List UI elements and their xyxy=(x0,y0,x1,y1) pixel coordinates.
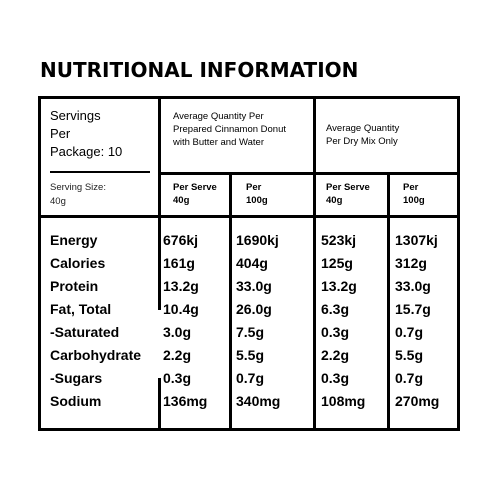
value-prepared-serve: 0.3g xyxy=(163,370,192,386)
col-header-dry-per-serve: Per Serve 40g xyxy=(326,181,370,207)
value-prepared-serve: 2.2g xyxy=(163,347,192,363)
col-header-unit: 100g xyxy=(403,195,425,206)
dry-mix-header: Average Quantity Per Dry Mix Only xyxy=(326,122,436,148)
value-dry-100g: 33.0g xyxy=(395,278,431,294)
nutrient-label: Carbohydrate xyxy=(50,347,142,363)
col-header-label: Per Serve xyxy=(326,182,370,193)
value-prepared-100g: 5.5g xyxy=(236,347,265,363)
body-divider xyxy=(41,215,460,218)
serving-size: Serving Size: 40g xyxy=(50,181,106,209)
prepared-line-2: Prepared Cinnamon Donut xyxy=(173,124,287,135)
value-dry-100g: 312g xyxy=(395,255,427,271)
dry-mix-line-2: Per Dry Mix Only xyxy=(326,136,398,147)
prepared-line-3: with Butter and Water xyxy=(173,137,264,148)
page-title: NUTRITIONAL INFORMATION xyxy=(40,58,359,82)
value-prepared-serve: 10.4g xyxy=(163,301,199,317)
nutrient-label: -Sugars xyxy=(50,370,103,386)
header-divider xyxy=(161,172,460,175)
value-prepared-100g: 26.0g xyxy=(236,301,272,317)
value-dry-serve: 523kj xyxy=(321,232,357,248)
value-prepared-serve: 161g xyxy=(163,255,195,271)
value-dry-serve: 0.3g xyxy=(321,370,350,386)
nutrition-table: Servings Per Package: 10 Serving Size: 4… xyxy=(38,96,460,431)
col-header-label: Per Serve xyxy=(173,182,217,193)
value-prepared-100g: 1690kj xyxy=(236,232,279,248)
col-divider-3 xyxy=(313,99,316,428)
dry-mix-line-1: Average Quantity xyxy=(326,123,400,134)
value-dry-serve: 0.3g xyxy=(321,324,350,340)
value-dry-serve: 125g xyxy=(321,255,353,271)
value-dry-100g: 270mg xyxy=(395,393,440,409)
col-divider-2 xyxy=(229,172,232,428)
col-header-prepared-per-serve: Per Serve 40g xyxy=(173,181,217,207)
value-prepared-100g: 33.0g xyxy=(236,278,272,294)
prepared-line-1: Average Quantity Per xyxy=(173,111,264,122)
col-divider-1-bottom xyxy=(158,378,161,428)
nutrient-label: Protein xyxy=(50,278,99,294)
nutrient-label: Energy xyxy=(50,232,98,248)
col-header-label: Per xyxy=(246,182,262,193)
value-dry-serve: 2.2g xyxy=(321,347,350,363)
nutrient-label: Calories xyxy=(50,255,106,271)
value-dry-100g: 1307kj xyxy=(395,232,438,248)
serving-size-label: Serving Size: xyxy=(50,182,106,193)
value-dry-serve: 13.2g xyxy=(321,278,357,294)
value-dry-serve: 108mg xyxy=(321,393,366,409)
col-divider-4 xyxy=(387,172,390,428)
prepared-header: Average Quantity Per Prepared Cinnamon D… xyxy=(173,110,313,149)
col-divider-1 xyxy=(158,99,161,215)
col-header-prepared-per-100g: Per 100g xyxy=(246,181,268,207)
col-header-unit: 40g xyxy=(326,195,343,206)
servings-divider xyxy=(50,171,150,173)
value-prepared-100g: 340mg xyxy=(236,393,281,409)
value-prepared-100g: 7.5g xyxy=(236,324,265,340)
col-header-unit: 40g xyxy=(173,195,190,206)
servings-line-1: Servings xyxy=(50,108,101,123)
value-dry-100g: 5.5g xyxy=(395,347,424,363)
nutrient-label: Fat, Total xyxy=(50,301,112,317)
nutrient-label: Sodium xyxy=(50,393,102,409)
value-prepared-serve: 13.2g xyxy=(163,278,199,294)
col-divider-1-lower xyxy=(158,218,161,310)
servings-line-2: Per xyxy=(50,126,71,141)
col-header-dry-per-100g: Per 100g xyxy=(403,181,425,207)
value-dry-100g: 0.7g xyxy=(395,324,424,340)
servings-per-package: Servings Per Package: 10 xyxy=(50,107,122,161)
value-prepared-100g: 404g xyxy=(236,255,268,271)
value-dry-100g: 15.7g xyxy=(395,301,431,317)
value-dry-100g: 0.7g xyxy=(395,370,424,386)
value-dry-serve: 6.3g xyxy=(321,301,350,317)
col-header-unit: 100g xyxy=(246,195,268,206)
servings-line-3: Package: 10 xyxy=(50,144,123,159)
serving-size-value: 40g xyxy=(50,196,66,207)
value-prepared-serve: 136mg xyxy=(163,393,208,409)
col-header-label: Per xyxy=(403,182,419,193)
value-prepared-100g: 0.7g xyxy=(236,370,265,386)
value-prepared-serve: 676kj xyxy=(163,232,199,248)
nutrient-label: -Saturated xyxy=(50,324,120,340)
value-prepared-serve: 3.0g xyxy=(163,324,192,340)
